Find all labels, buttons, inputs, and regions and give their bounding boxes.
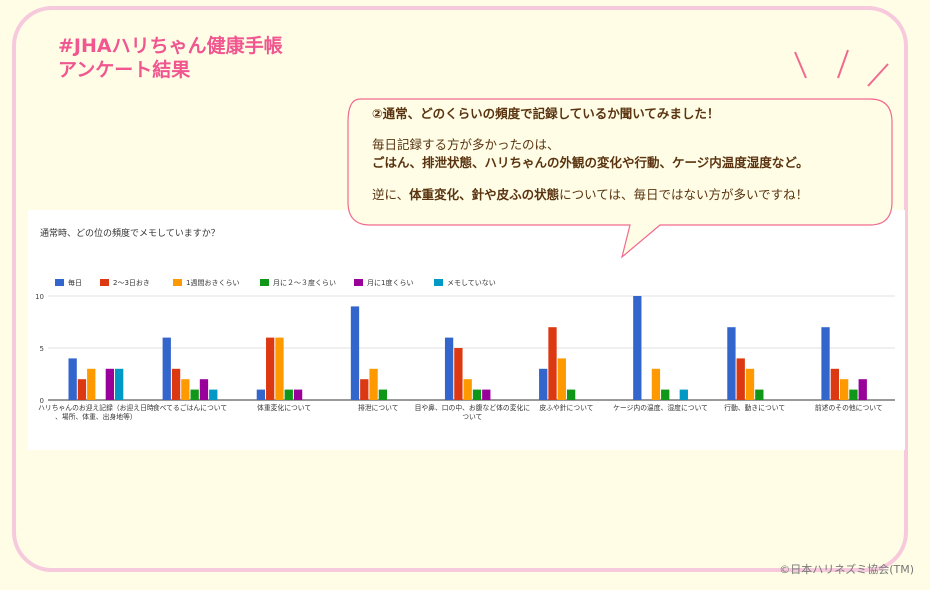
bar bbox=[293, 389, 303, 400]
bar bbox=[87, 368, 96, 400]
copyright-text: ©日本ハリネズミ協会(TM) bbox=[779, 563, 914, 576]
bubble-line-1: 毎日記録する方が多かったのは、 bbox=[372, 137, 560, 152]
legend-swatch bbox=[354, 279, 363, 286]
y-tick-label: 10 bbox=[35, 293, 44, 301]
legend-label: 月に1度くらい bbox=[367, 278, 413, 287]
bar bbox=[463, 379, 472, 400]
legend-label: 毎日 bbox=[68, 278, 82, 287]
legend-swatch bbox=[173, 279, 182, 286]
legend-swatch bbox=[55, 279, 64, 286]
bar bbox=[472, 389, 482, 400]
bar bbox=[115, 368, 124, 400]
legend-swatch bbox=[100, 279, 109, 286]
bar bbox=[454, 348, 463, 400]
bar bbox=[755, 389, 764, 400]
bar bbox=[181, 379, 190, 400]
bar bbox=[633, 296, 642, 400]
bar bbox=[679, 389, 688, 400]
bar bbox=[849, 389, 858, 400]
page-frame bbox=[12, 6, 908, 572]
bubble-line-3c: については、毎日ではない方が多いですね！ bbox=[559, 187, 809, 202]
bar bbox=[378, 389, 388, 400]
bar bbox=[350, 306, 360, 400]
bar bbox=[77, 379, 87, 400]
x-tick-label: 皮ふや針について bbox=[539, 403, 593, 412]
bar bbox=[830, 368, 839, 400]
bar bbox=[745, 368, 755, 400]
bar bbox=[68, 358, 77, 400]
chart-card bbox=[28, 210, 905, 450]
legend-swatch bbox=[434, 279, 443, 286]
bar bbox=[651, 368, 661, 400]
bar bbox=[557, 358, 566, 400]
bar bbox=[256, 389, 266, 400]
x-tick-label: 体重変化について bbox=[257, 403, 311, 412]
bubble-line-3b: 体重変化、針や皮ふの状態 bbox=[409, 187, 560, 202]
bar bbox=[162, 337, 171, 400]
bar bbox=[839, 379, 849, 400]
bar bbox=[275, 337, 284, 400]
bar bbox=[360, 379, 369, 400]
bar bbox=[199, 379, 209, 400]
bar bbox=[171, 368, 181, 400]
bar bbox=[266, 337, 275, 400]
sparkle-lines-icon bbox=[794, 49, 889, 87]
legend-label: 月に２～３度くらい bbox=[273, 278, 336, 287]
bar bbox=[566, 389, 576, 400]
bar bbox=[284, 389, 293, 400]
bar bbox=[661, 389, 670, 400]
title-line-1: #JHAハリちゃん健康手帳 bbox=[58, 35, 283, 57]
bar bbox=[190, 389, 199, 400]
x-tick-label: ハリちゃんのお迎え記録（お迎え日時、場所、体重、出身地等） bbox=[38, 403, 154, 421]
bar bbox=[209, 389, 218, 400]
bar bbox=[548, 327, 557, 400]
legend-label: 2〜3日おき bbox=[113, 279, 150, 287]
chart-title: 通常時、どの位の頻度でメモしていますか？ bbox=[40, 229, 220, 239]
bubble-line-2: ごはん、排泄状態、ハリちゃんの外観の変化や行動、ケージ内温度湿度など。 bbox=[372, 155, 809, 170]
page-title: #JHAハリちゃん健康手帳 アンケート結果 bbox=[58, 34, 283, 82]
bar bbox=[821, 327, 830, 400]
title-line-2: アンケート結果 bbox=[58, 59, 191, 81]
x-tick-label: 排泄について bbox=[358, 403, 399, 412]
bar bbox=[482, 389, 491, 400]
bar bbox=[539, 368, 548, 400]
bar bbox=[105, 368, 114, 400]
bar bbox=[444, 337, 454, 400]
legend-label: 1週間おきくらい bbox=[186, 278, 239, 287]
x-tick-label: ケージ内の温度、湿度について bbox=[613, 403, 708, 412]
bar bbox=[727, 327, 736, 400]
legend-swatch bbox=[260, 279, 269, 286]
bar bbox=[736, 358, 745, 400]
x-tick-label: 前述のその他について bbox=[815, 403, 883, 412]
y-tick-label: 5 bbox=[40, 345, 44, 353]
bubble-text: ②通常、どのくらいの頻度で記録しているか聞いてみました！ 毎日記録する方が多かっ… bbox=[372, 103, 809, 204]
x-tick-label: 行動、動きについて bbox=[724, 403, 785, 412]
x-tick-label: 目や鼻、口の中、お腹など体の変化について bbox=[415, 403, 531, 421]
bubble-line-3a: 逆に、 bbox=[372, 187, 410, 202]
legend-label: メモしていない bbox=[447, 279, 496, 287]
bar bbox=[369, 368, 378, 400]
y-tick-label: 0 bbox=[40, 397, 44, 405]
bubble-question: ②通常、どのくらいの頻度で記録しているか聞いてみました！ bbox=[372, 106, 720, 121]
speech-bubble bbox=[347, 98, 893, 259]
x-tick-label: 食べてるごはんについて bbox=[153, 403, 227, 412]
bar bbox=[858, 379, 867, 400]
